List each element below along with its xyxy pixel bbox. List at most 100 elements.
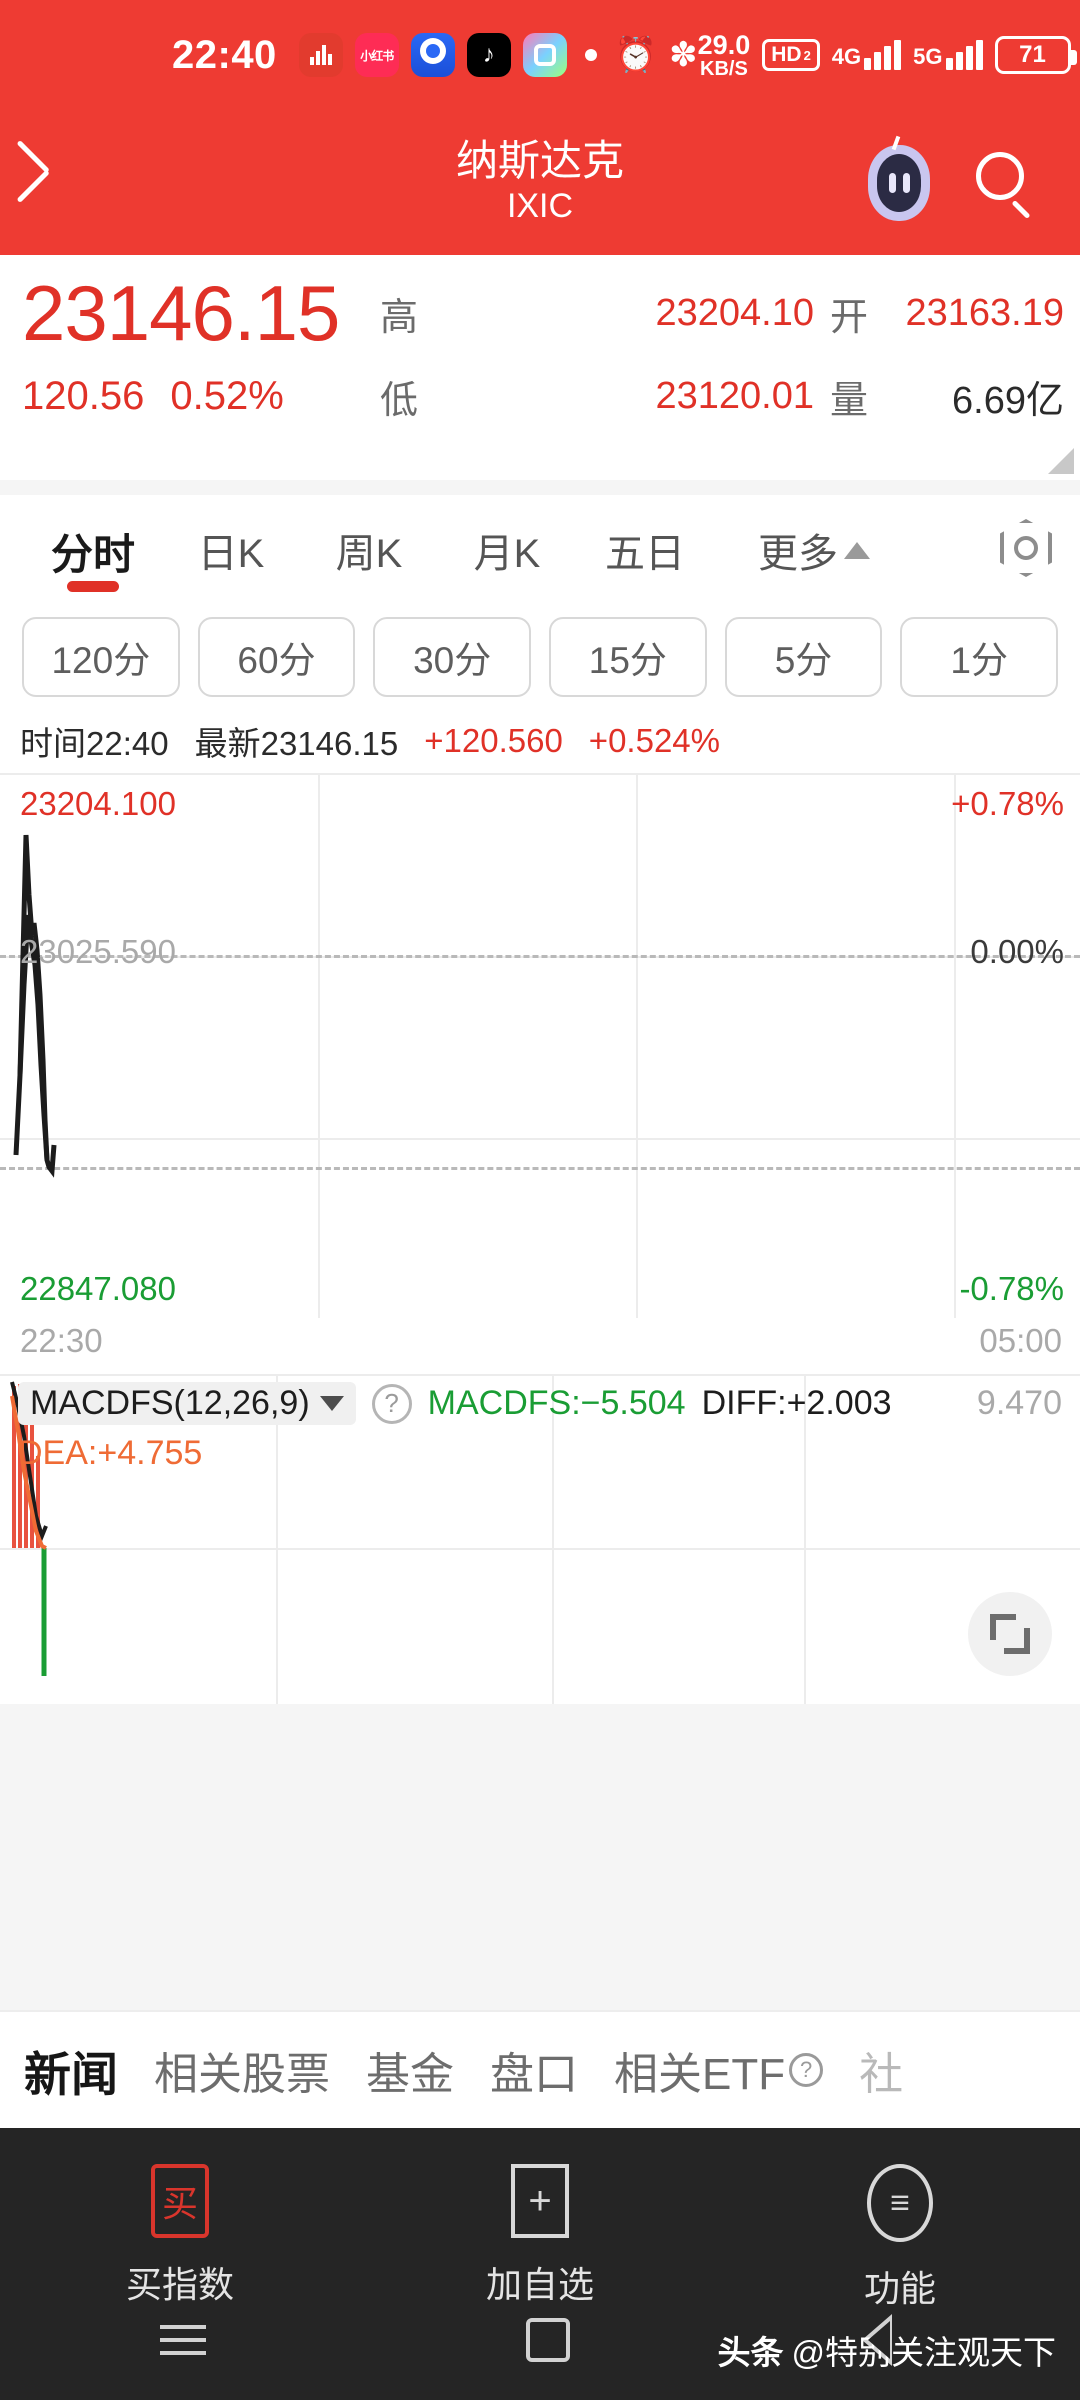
watermark: 头条 @特别关注观天下	[718, 2326, 1057, 2374]
chart-tab-five-day[interactable]: 五日	[605, 532, 685, 576]
tab-news[interactable]: 新闻	[24, 2047, 118, 2101]
action-buy-index-label: 买指数	[125, 2264, 234, 2305]
network-speed: 29.0 KB/S	[697, 29, 751, 80]
search-icon[interactable]	[976, 151, 1038, 219]
price-chart[interactable]: 23204.100 +0.78% 23025.590 0.00% 22847.0…	[0, 773, 1080, 1318]
tab-funds[interactable]: 基金	[366, 2050, 454, 2099]
period-120m[interactable]: 120分	[22, 617, 180, 697]
chart-tab-fenshi[interactable]: 分时	[24, 495, 162, 592]
info-change-pct: +0.524%	[588, 722, 720, 759]
chart-card: 分时 日K 周K 月K 五日 更多 120分 60分 30分 15分 5分 1分…	[0, 495, 1080, 1704]
change-abs: 120.56	[22, 373, 145, 418]
axis-mid-right-value: 0.00%	[970, 933, 1064, 970]
chart-settings-icon[interactable]	[996, 515, 1056, 581]
header-actions	[868, 144, 1038, 221]
open-value: 23163.19	[905, 292, 1065, 335]
tab-related-etf[interactable]: 相关ETF ?	[614, 2038, 824, 2102]
status-bar: 22:40 小红书 ♪ ⏰ ✽ 29.0 KB/S HD 2 4G	[0, 0, 1080, 110]
period-30m[interactable]: 30分	[373, 617, 532, 697]
period-5m[interactable]: 5分	[724, 617, 883, 697]
add-watchlist-icon: +	[511, 2164, 569, 2238]
period-1m[interactable]: 1分	[900, 617, 1059, 697]
info-time: 时间22:40	[20, 725, 169, 762]
alarm-icon: ⏰	[614, 36, 658, 74]
low-value: 23120.01	[655, 374, 815, 417]
axis-bottom-left-value: 22847.080	[20, 1270, 176, 1307]
chart-tab-monthly-k[interactable]: 月K	[473, 532, 541, 576]
tiktok-app-icon: ♪	[466, 33, 511, 77]
chart-tab-weekly-k[interactable]: 周K	[335, 532, 403, 576]
status-dot-icon	[584, 49, 597, 61]
nav-back-icon[interactable]	[862, 2314, 920, 2366]
low-label: 低	[380, 379, 419, 422]
bluetooth-icon: ✽	[669, 36, 698, 74]
macd-value: MACDFS:−5.504	[427, 1384, 686, 1422]
help-circle-icon[interactable]: ?	[371, 1383, 412, 1424]
chevron-down-icon	[319, 1396, 344, 1411]
axis-top-left-value: 23204.100	[20, 785, 176, 822]
status-right-cluster: 29.0 KB/S HD 2 4G 5G 71	[697, 29, 1077, 80]
tab-related-stocks[interactable]: 相关股票	[154, 2050, 330, 2099]
chart-type-tabs: 分时 日K 周K 月K 五日 更多	[0, 495, 1080, 607]
caret-up-icon	[844, 541, 870, 559]
high-value: 23204.10	[655, 292, 815, 335]
chart-info-line: 时间22:40 最新23146.15 +120.560 +0.524%	[0, 713, 1080, 773]
period-60m[interactable]: 60分	[197, 617, 356, 697]
macd-chart[interactable]: MACDFS(12,26,9) ? MACDFS:−5.504 DIFF:+2.…	[0, 1374, 1080, 1704]
macd-indicator-selector[interactable]: MACDFS(12,26,9)	[18, 1382, 356, 1425]
fullscreen-icon[interactable]	[968, 1592, 1052, 1676]
action-add-watchlist-label: 加自选	[485, 2264, 594, 2305]
macd-histogram	[10, 1381, 48, 1676]
status-app-icons: 小红书 ♪ ⏰ ✽	[298, 33, 698, 77]
ai-robot-icon[interactable]	[868, 144, 930, 221]
action-add-watchlist[interactable]: + 加自选	[360, 2164, 720, 2308]
watermark-logo: 头条	[717, 2334, 784, 2371]
signal-4g: 4G	[832, 40, 902, 70]
action-buy-index[interactable]: 买 买指数	[0, 2164, 360, 2308]
volume-label: 量	[830, 379, 869, 422]
time-axis-start: 22:30	[20, 1322, 103, 1359]
period-15m[interactable]: 15分	[549, 617, 707, 697]
stock-app-icon	[298, 33, 343, 77]
quote-panel[interactable]: 23146.15 高 23204.10 开 23163.19 120.56 0.…	[0, 255, 1080, 480]
volume-value: 6.69亿	[952, 379, 1064, 422]
action-functions-label: 功能	[863, 2268, 936, 2309]
tab-order-book[interactable]: 盘口	[490, 2050, 578, 2099]
quote-expand-corner-icon[interactable]	[1048, 448, 1074, 474]
macd-scale-max: 9.470	[976, 1384, 1062, 1422]
back-chevron-icon[interactable]	[42, 153, 76, 213]
buy-index-icon: 买	[151, 2164, 209, 2238]
time-axis: 22:30 05:00	[0, 1318, 1080, 1374]
price-line-series	[13, 834, 57, 1178]
dea-value: DEA:+4.755	[18, 1434, 203, 1472]
watermark-handle: @特别关注观天下	[791, 2334, 1057, 2371]
xiaohongshu-app-icon: 小红书	[354, 33, 399, 77]
axis-top-right-value: +0.78%	[951, 785, 1064, 822]
open-label: 开	[830, 297, 869, 340]
signal-5g: 5G	[913, 40, 983, 70]
macd-header: MACDFS(12,26,9) ? MACDFS:−5.504 DIFF:+2.…	[0, 1382, 1080, 1425]
info-latest: 最新23146.15	[194, 725, 399, 762]
volte-hd-icon: HD 2	[762, 39, 820, 71]
system-nav-bar	[0, 2280, 1080, 2400]
change-pct: 0.52%	[170, 373, 284, 418]
nav-menu-icon[interactable]	[160, 2316, 206, 2364]
functions-icon: ≡	[867, 2164, 933, 2242]
time-axis-end: 05:00	[979, 1322, 1062, 1359]
nav-home-icon[interactable]	[526, 2318, 570, 2362]
app-header: 纳斯达克 IXIC	[0, 110, 1080, 255]
photos-app-icon	[522, 33, 567, 77]
chart-tab-daily-k[interactable]: 日K	[197, 532, 265, 576]
change-values: 120.56 0.52%	[0, 360, 380, 419]
status-time: 22:40	[172, 32, 277, 77]
action-functions[interactable]: ≡ 功能	[720, 2164, 1080, 2312]
chart-tab-more[interactable]: 更多	[714, 495, 914, 579]
etf-help-icon[interactable]: ?	[789, 2053, 824, 2087]
diff-value: DIFF:+2.003	[701, 1384, 892, 1422]
quark-app-icon	[410, 33, 455, 77]
tab-community[interactable]: 社	[859, 2050, 904, 2099]
info-change: +120.560	[424, 722, 563, 759]
battery-indicator: 71	[994, 36, 1077, 74]
period-buttons: 120分 60分 30分 15分 5分 1分	[0, 607, 1080, 713]
